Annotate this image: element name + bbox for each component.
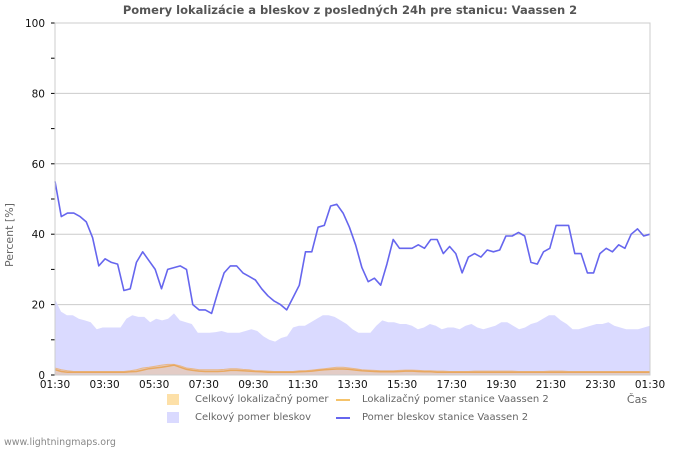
legend-label: Lokalizačný pomer stanice Vaassen 2 bbox=[362, 394, 549, 405]
x-tick-label: 11:30 bbox=[288, 379, 318, 391]
area-total-lightning bbox=[55, 299, 650, 375]
x-tick-label: 13:30 bbox=[337, 379, 367, 391]
plot-frame bbox=[54, 22, 651, 376]
line-station-lightning bbox=[54, 181, 651, 315]
legend-swatch-line-icon bbox=[336, 416, 350, 419]
line-station-locating bbox=[54, 364, 650, 373]
x-tick-label: 01:30 bbox=[40, 379, 70, 391]
legend-label: Pomer bleskov stanice Vaassen 2 bbox=[362, 412, 529, 423]
legend-item-total-lightning: Celkový pomer bleskov bbox=[167, 412, 311, 423]
x-axis-labels: 01:30 03:30 05:30 07:30 09:30 11:30 13:30 15:30… bbox=[40, 379, 665, 391]
x-tick-label: 09:30 bbox=[238, 379, 268, 391]
x-tick-label: 01:30 bbox=[635, 379, 665, 391]
chart-title: Pomery lokalizácie a bleskov z poslednýc… bbox=[122, 3, 578, 17]
y-tick-label: 0 bbox=[38, 370, 45, 382]
legend-item-total-locating: Celkový lokalizačný pomer bbox=[167, 394, 328, 405]
site-footer-link[interactable]: www.lightningmaps.org bbox=[4, 437, 116, 448]
y-tick-label: 40 bbox=[32, 229, 45, 241]
x-tick-label: 03:30 bbox=[89, 379, 119, 391]
legend-item-station-locating: Lokalizačný pomer stanice Vaassen 2 bbox=[336, 394, 549, 405]
legend-label: Celkový lokalizačný pomer bbox=[195, 394, 329, 405]
legend-swatch-line-icon bbox=[336, 398, 350, 401]
x-axis-title: Čas bbox=[627, 393, 647, 406]
legend-swatch-area-icon bbox=[167, 412, 179, 423]
x-tick-label: 07:30 bbox=[189, 379, 219, 391]
x-tick-label: 05:30 bbox=[139, 379, 169, 391]
y-tick-label: 20 bbox=[32, 300, 45, 312]
x-tick-label: 23:30 bbox=[585, 379, 615, 391]
legend-label: Celkový pomer bleskov bbox=[195, 412, 312, 423]
x-tick-label: 21:30 bbox=[536, 379, 566, 391]
y-tick-label: 60 bbox=[32, 159, 45, 171]
x-tick-label: 17:30 bbox=[437, 379, 467, 391]
x-tick-label: 19:30 bbox=[486, 379, 516, 391]
y-axis-title: Percent [%] bbox=[3, 203, 16, 267]
y-axis-labels: 0 20 40 60 80 100 bbox=[25, 18, 45, 382]
legend-item-station-lightning: Pomer bleskov stanice Vaassen 2 bbox=[336, 412, 528, 423]
y-tick-label: 80 bbox=[32, 88, 45, 100]
y-tick-label: 100 bbox=[25, 18, 45, 30]
legend-swatch-area-icon bbox=[167, 394, 179, 405]
x-tick-label: 15:30 bbox=[387, 379, 417, 391]
